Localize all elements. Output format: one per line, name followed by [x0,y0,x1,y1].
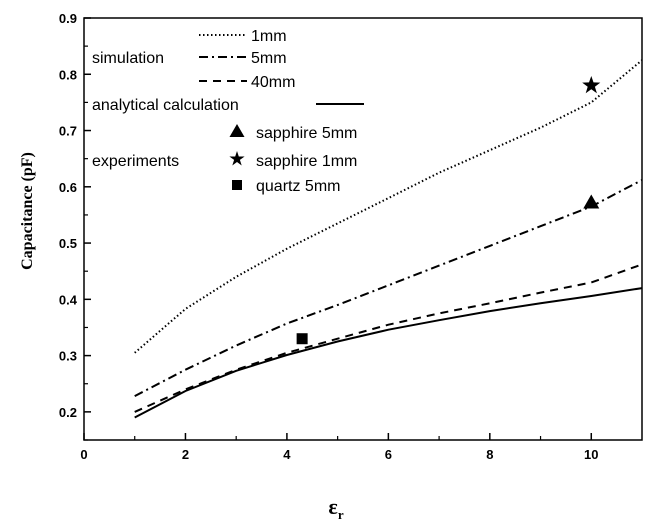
series-line-dashdot [134,179,643,397]
x-tick-label: 4 [283,447,291,462]
legend-sapphire-1mm-marker [229,151,245,166]
x-axis-label-main: ε [328,494,337,519]
y-tick-label: 0.9 [59,11,77,26]
x-tick-label: 2 [182,447,189,462]
legend-1mm-label: 1mm [251,28,287,45]
series-line-solid [134,287,643,419]
legend-simulation-label: simulation [92,50,164,67]
series-layer [134,59,643,419]
x-tick-label: 8 [486,447,493,462]
y-tick-label: 0.4 [59,292,78,307]
legend-quartz-5mm-label: quartz 5mm [256,178,340,195]
y-tick-label: 0.8 [59,67,77,82]
x-axis-label-subscript: r [338,507,344,522]
y-tick-label: 0.6 [59,180,77,195]
legend-sapphire-1mm-label: sapphire 1mm [256,153,357,170]
legend-5mm-label: 5mm [251,50,287,67]
legend-experiments-label: experiments [92,153,179,170]
legend: simulation analytical calculation experi… [92,28,364,195]
x-tick-label: 10 [584,447,598,462]
x-tick-label: 0 [80,447,87,462]
legend-analytical-label: analytical calculation [92,97,239,114]
legend-sapphire-5mm-marker [229,124,245,137]
data-point-star [582,76,601,94]
y-tick-label: 0.7 [59,124,77,139]
data-point-square [296,333,308,345]
legend-sapphire-5mm-label: sapphire 5mm [256,125,357,142]
plot-frame [83,17,643,441]
series-line-dashed [134,263,643,413]
y-axis-label: Capacitance (pF) [19,152,36,270]
data-point-triangle [583,194,600,209]
x-axis-label: εr [328,494,343,522]
y-tick-label: 0.5 [59,236,77,251]
x-tick-label: 6 [385,447,392,462]
series-line-dotted [134,59,643,354]
points-layer [296,76,601,345]
y-tick-label: 0.3 [59,349,77,364]
y-tick-label: 0.2 [59,405,77,420]
legend-quartz-5mm-marker [232,180,242,190]
legend-40mm-label: 40mm [251,74,295,91]
